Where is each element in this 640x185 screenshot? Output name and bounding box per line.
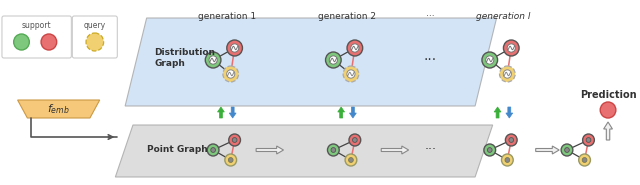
Text: Distribution
Graph: Distribution Graph bbox=[154, 48, 216, 68]
FancyArrow shape bbox=[229, 107, 236, 118]
Circle shape bbox=[586, 138, 591, 142]
Circle shape bbox=[506, 134, 517, 146]
Circle shape bbox=[561, 144, 573, 156]
Circle shape bbox=[507, 44, 515, 52]
FancyBboxPatch shape bbox=[72, 16, 117, 58]
Circle shape bbox=[351, 44, 359, 52]
FancyArrow shape bbox=[536, 146, 559, 154]
Text: ···: ··· bbox=[424, 53, 436, 67]
Text: ···: ··· bbox=[426, 12, 435, 21]
Circle shape bbox=[347, 70, 355, 78]
FancyArrow shape bbox=[349, 107, 356, 118]
FancyArrow shape bbox=[218, 107, 225, 118]
Circle shape bbox=[227, 70, 235, 78]
Circle shape bbox=[503, 70, 511, 78]
Circle shape bbox=[582, 134, 595, 146]
Circle shape bbox=[330, 56, 337, 64]
Circle shape bbox=[349, 134, 361, 146]
Circle shape bbox=[564, 148, 570, 152]
Circle shape bbox=[209, 56, 217, 64]
Circle shape bbox=[600, 102, 616, 118]
Text: query: query bbox=[84, 21, 106, 29]
Text: ···: ··· bbox=[424, 144, 436, 157]
Polygon shape bbox=[17, 100, 100, 118]
Circle shape bbox=[505, 158, 509, 162]
Circle shape bbox=[504, 40, 519, 56]
FancyArrow shape bbox=[506, 107, 513, 118]
FancyArrow shape bbox=[494, 107, 501, 118]
Circle shape bbox=[349, 158, 353, 162]
Circle shape bbox=[228, 158, 233, 162]
Circle shape bbox=[500, 66, 515, 82]
Circle shape bbox=[228, 134, 241, 146]
Text: $f_{emb}$: $f_{emb}$ bbox=[47, 102, 70, 116]
Circle shape bbox=[579, 154, 591, 166]
Text: generation l: generation l bbox=[476, 12, 531, 21]
Circle shape bbox=[326, 52, 341, 68]
Circle shape bbox=[343, 66, 359, 82]
Circle shape bbox=[502, 154, 513, 166]
Circle shape bbox=[13, 34, 29, 50]
Polygon shape bbox=[115, 125, 493, 177]
FancyArrow shape bbox=[381, 146, 408, 154]
FancyArrow shape bbox=[604, 122, 612, 140]
Circle shape bbox=[509, 138, 514, 142]
Circle shape bbox=[331, 148, 336, 152]
Circle shape bbox=[230, 44, 239, 52]
Circle shape bbox=[482, 52, 497, 68]
Circle shape bbox=[353, 138, 357, 142]
Circle shape bbox=[211, 148, 216, 152]
Circle shape bbox=[345, 154, 357, 166]
Text: generation 2: generation 2 bbox=[318, 12, 376, 21]
Circle shape bbox=[227, 40, 243, 56]
Text: support: support bbox=[21, 21, 51, 29]
Circle shape bbox=[488, 148, 492, 152]
Text: generation 1: generation 1 bbox=[198, 12, 256, 21]
Circle shape bbox=[328, 144, 339, 156]
Circle shape bbox=[207, 144, 219, 156]
Circle shape bbox=[225, 154, 237, 166]
Circle shape bbox=[582, 158, 587, 162]
Circle shape bbox=[347, 40, 363, 56]
Circle shape bbox=[41, 34, 57, 50]
Polygon shape bbox=[125, 18, 497, 106]
FancyBboxPatch shape bbox=[2, 16, 72, 58]
Circle shape bbox=[205, 52, 221, 68]
Text: Point Graph: Point Graph bbox=[147, 145, 207, 154]
Circle shape bbox=[232, 138, 237, 142]
FancyArrow shape bbox=[256, 146, 284, 154]
Circle shape bbox=[86, 33, 104, 51]
FancyArrow shape bbox=[338, 107, 344, 118]
Text: Prediction: Prediction bbox=[580, 90, 636, 100]
Circle shape bbox=[223, 66, 239, 82]
Circle shape bbox=[484, 144, 495, 156]
Circle shape bbox=[486, 56, 494, 64]
